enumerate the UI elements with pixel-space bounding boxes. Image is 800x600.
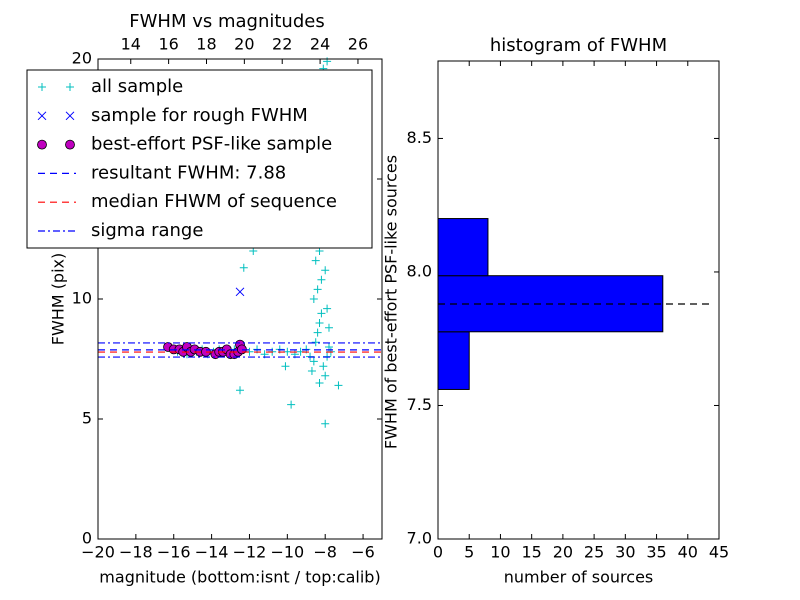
x-marker: [65, 111, 75, 121]
y-tick-label: 8.5: [407, 128, 432, 147]
x-tick-label: 0: [433, 543, 443, 562]
axes-frame: [437, 60, 720, 540]
plus-marker: [317, 309, 326, 318]
plus-marker: [287, 400, 296, 409]
x2-tick-label: 14: [121, 35, 141, 54]
plus-marker: [38, 83, 46, 91]
bar: [437, 218, 489, 277]
x-tick-label: 25: [584, 543, 604, 562]
x-marker: [235, 287, 245, 297]
y-tick-label: 7.0: [407, 529, 432, 548]
y-tick-label: 7.5: [407, 395, 432, 414]
y-axis-label: FWHM (pix): [49, 253, 68, 346]
plus-marker: [321, 266, 330, 275]
plus-marker: [309, 295, 318, 303]
x-tick-label: −6: [351, 543, 375, 562]
plus-marker: [307, 367, 316, 375]
x-axis-label: number of sources: [504, 568, 654, 587]
circle-marker: [65, 139, 75, 150]
plus-marker: [281, 362, 290, 371]
legend-box: [26, 69, 373, 249]
x2-tick-label: 24: [310, 35, 330, 54]
plus-marker: [313, 285, 322, 294]
legend: all sample sample for rough FWHM best-effo…: [26, 69, 373, 249]
x-tick-label: −12: [233, 543, 267, 562]
plus-marker: [313, 328, 322, 337]
y-tick-label: 8.0: [407, 261, 432, 280]
x2-tick-label: 20: [234, 35, 254, 54]
x-tick-label: −20: [81, 543, 115, 562]
legend-label: median FHWM of sequence: [91, 191, 337, 212]
plus-marker: [334, 381, 343, 390]
axes-frame: [97, 58, 383, 540]
plus-marker: [66, 83, 74, 91]
x2-tick-label: 22: [272, 35, 292, 54]
legend-label: sample for rough FWHM: [91, 105, 308, 126]
y-tick-label: 5: [82, 409, 92, 428]
y-tick-label: 20: [72, 49, 92, 68]
x2-tick-label: 26: [348, 35, 368, 54]
plus-marker: [315, 379, 324, 387]
x-tick-label: −14: [195, 543, 229, 562]
x-axis-label: magnitude (bottom:isnt / top:calib): [99, 568, 380, 587]
plus-marker: [239, 263, 248, 272]
x-tick-label: −16: [157, 543, 191, 562]
x-tick-label: −18: [119, 543, 153, 562]
legend-label: all sample: [91, 76, 183, 97]
x-marker: [37, 111, 47, 121]
bar: [437, 331, 470, 390]
plus-marker: [319, 362, 328, 371]
circle-marker: [37, 139, 47, 150]
legend-label: sigma range: [91, 220, 203, 241]
plus-marker: [317, 275, 326, 284]
plus-marker: [321, 419, 330, 428]
x2-tick-label: 18: [196, 35, 216, 54]
x-tick-label: 10: [490, 543, 510, 562]
x-tick-label: 15: [521, 543, 541, 562]
x-tick-label: 40: [678, 543, 698, 562]
legend-label: resultant FWHM: 7.88: [91, 162, 286, 183]
x-tick-label: −8: [313, 543, 337, 562]
plus-marker: [315, 319, 324, 327]
x-tick-label: 5: [464, 543, 474, 562]
plus-marker: [311, 256, 320, 265]
y-tick-label: 10: [72, 289, 92, 308]
x-tick-label: 35: [646, 543, 666, 562]
plus-marker: [321, 371, 330, 380]
chart-title: FWHM vs magnitudes: [129, 11, 324, 32]
y-tick-label: 0: [82, 529, 92, 548]
x-tick-label: 45: [709, 543, 729, 562]
plus-marker: [323, 304, 332, 313]
x-tick-label: 30: [615, 543, 635, 562]
plus-marker: [324, 323, 333, 332]
plus-marker: [236, 386, 244, 395]
legend-label: best-effort PSF-like sample: [91, 134, 332, 155]
x-tick-label: −10: [270, 543, 304, 562]
x2-tick-label: 16: [158, 35, 178, 54]
y-axis-label: FWHM of best-effort PSF-like sources: [382, 155, 401, 449]
plus-marker: [309, 357, 318, 366]
plus-marker: [311, 338, 320, 347]
x-tick-label: 20: [553, 543, 573, 562]
chart-title: histogram of FWHM: [490, 35, 667, 56]
